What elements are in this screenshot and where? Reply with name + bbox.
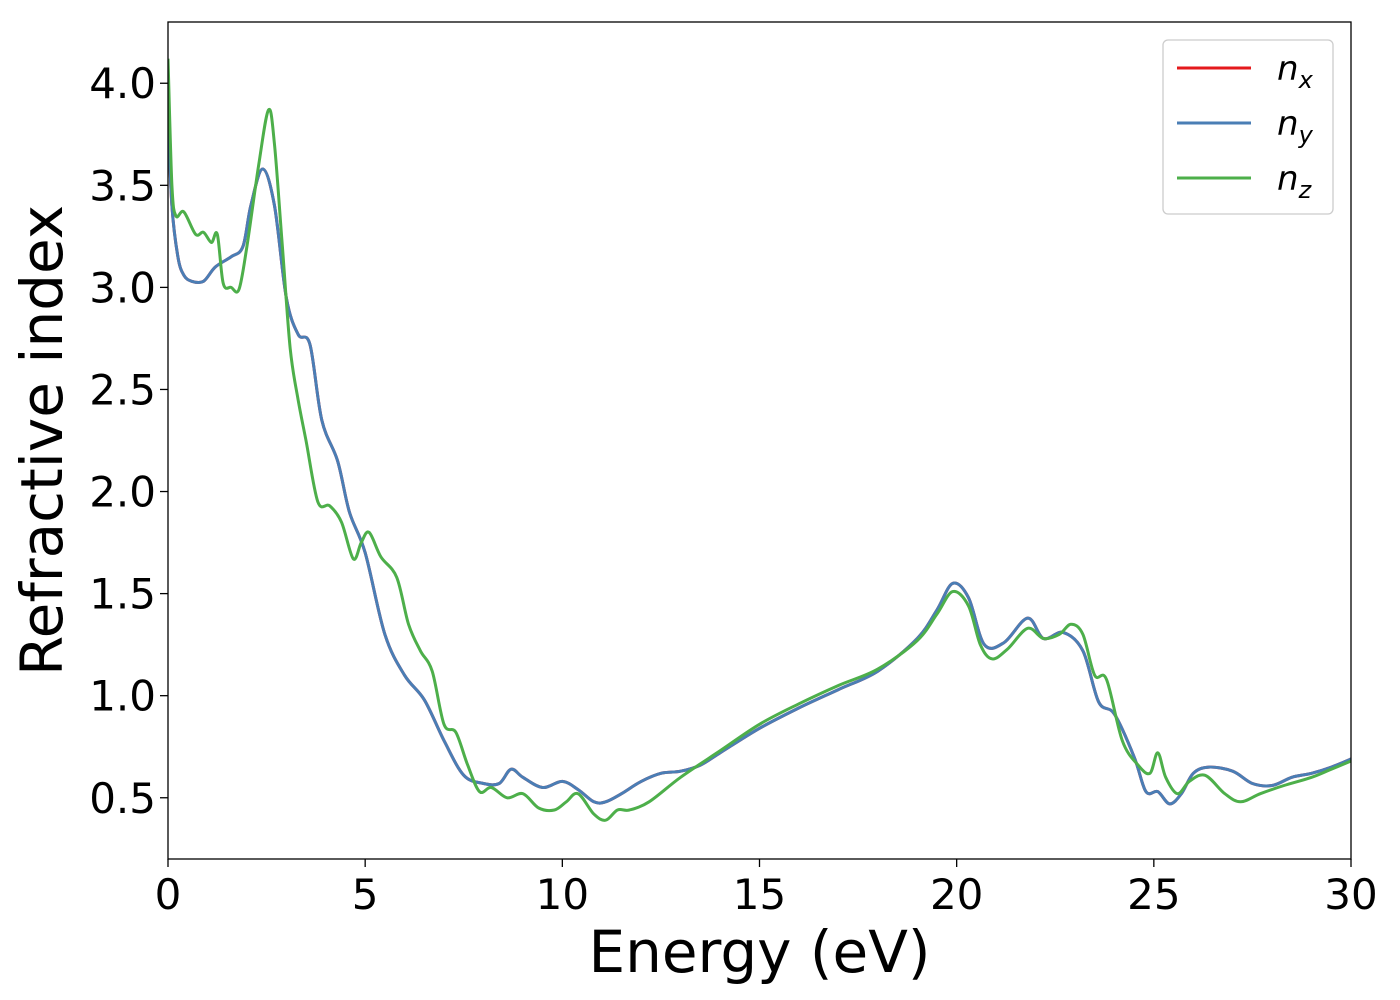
legend-label-nz: nz: [1277, 159, 1313, 204]
y-axis-label: Refractive index: [8, 205, 76, 676]
x-tick-label: 30: [1324, 870, 1377, 919]
x-tick-label: 25: [1127, 870, 1180, 919]
legend-box: [1162, 39, 1334, 215]
plot-lines: [168, 58, 1351, 822]
y-tick-label: 1.0: [89, 672, 156, 721]
x-tick-label: 20: [930, 870, 983, 919]
x-axis-label: Energy (eV): [588, 918, 930, 986]
legend-label-nx: nx: [1277, 49, 1314, 94]
y-tick-label: 1.5: [89, 570, 156, 619]
x-tick-label: 15: [733, 870, 786, 919]
x-tick-label: 10: [536, 870, 589, 919]
y-tick-label: 3.0: [89, 263, 156, 312]
x-axis-ticks: 0 5 10 15 20 25 30: [155, 859, 1378, 919]
y-axis-ticks: 0.5 1.0 1.5 2.0 2.5 3.0 3.5 4.0: [89, 59, 168, 823]
series-line-nz: [168, 58, 1351, 822]
y-tick-label: 0.5: [89, 774, 156, 823]
series-line-nx: [168, 115, 1351, 806]
x-tick-label: 0: [155, 870, 182, 919]
series-line-ny: [168, 115, 1351, 806]
y-tick-label: 2.0: [89, 468, 156, 517]
y-tick-label: 3.5: [89, 161, 156, 210]
legend: nx ny nz: [1162, 39, 1334, 215]
y-tick-label: 2.5: [89, 365, 156, 414]
legend-label-ny: ny: [1277, 104, 1314, 149]
y-tick-label: 4.0: [89, 59, 156, 108]
x-tick-label: 5: [352, 870, 379, 919]
